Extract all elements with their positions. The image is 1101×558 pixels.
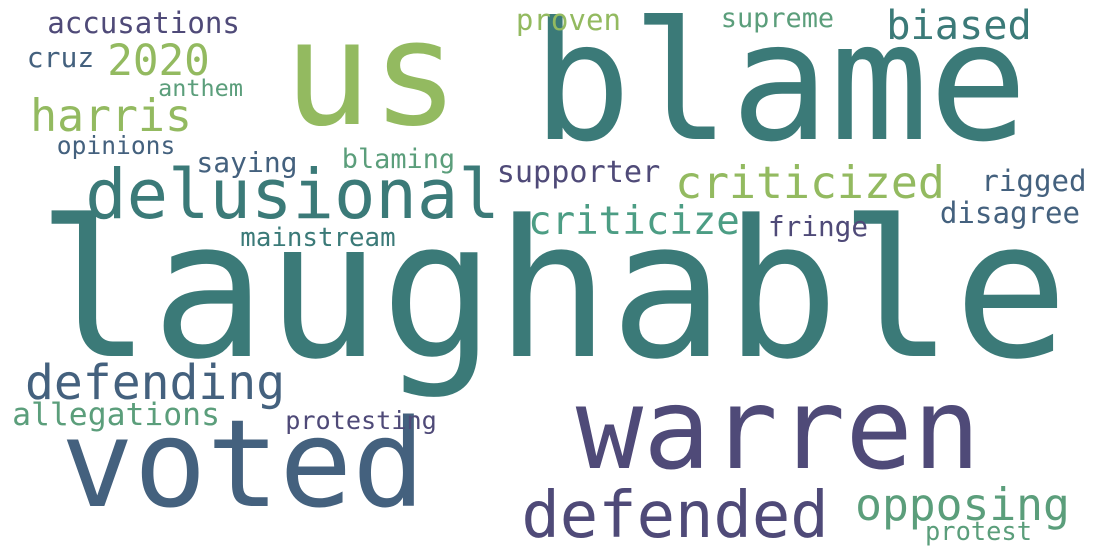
word-us: us xyxy=(283,0,460,160)
word-blame: blame xyxy=(532,0,1028,178)
word-criticized: criticized xyxy=(675,155,945,209)
word-saying: saying xyxy=(196,145,298,179)
word-cruz: cruz xyxy=(26,40,95,74)
word-protesting: protesting xyxy=(285,405,437,435)
word-criticize: criticize xyxy=(528,199,740,244)
word-opposing: opposing xyxy=(855,479,1070,532)
word-warren: warren xyxy=(575,365,981,495)
word-allegations: allegations xyxy=(12,397,220,434)
word-mainstream: mainstream xyxy=(240,222,396,253)
word-opinions: opinions xyxy=(56,130,176,160)
word-blaming: blaming xyxy=(341,143,456,175)
word-delusional: delusional xyxy=(85,154,500,235)
word-proven: proven xyxy=(515,2,621,37)
word-harris: harris xyxy=(30,88,192,142)
word-anthem: anthem xyxy=(158,73,243,102)
word-laughable: laughable xyxy=(36,178,1069,401)
word-fringe: fringe xyxy=(768,209,869,243)
word-supreme: supreme xyxy=(720,2,835,34)
word-defending: defending xyxy=(25,354,286,411)
word-biased: biased xyxy=(886,1,1032,49)
word-defended: defended xyxy=(521,478,829,553)
word-2020: 2020 xyxy=(107,35,210,86)
word-protest: protest xyxy=(925,515,1033,546)
word-disagree: disagree xyxy=(939,195,1081,230)
word-accusations: accusations xyxy=(47,5,240,40)
word-supporter: supporter xyxy=(496,155,661,191)
word-voted: voted xyxy=(60,393,426,535)
word-rigged: rigged xyxy=(981,163,1087,198)
